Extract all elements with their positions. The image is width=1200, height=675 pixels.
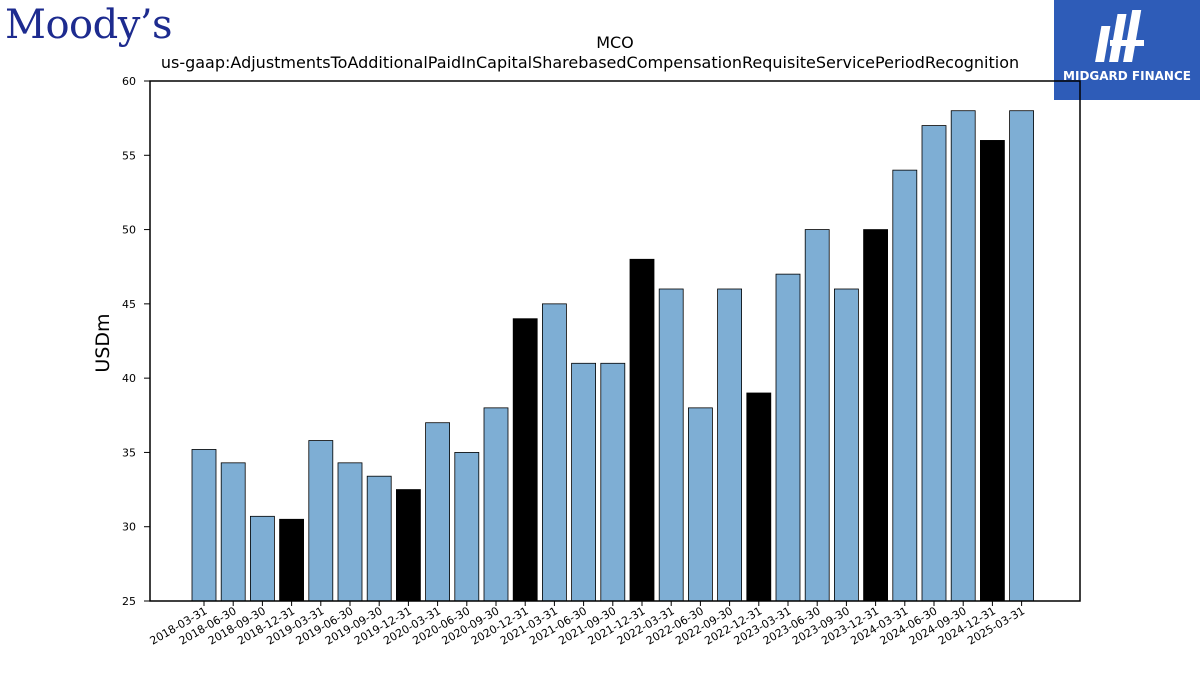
y-tick-label: 30 — [122, 521, 136, 534]
bar-2018-12-31 — [279, 518, 305, 602]
bar-2019-06-30 — [337, 462, 363, 602]
moodys-logo: Moody’s — [5, 2, 173, 48]
bar-2022-12-31 — [746, 392, 772, 602]
bar-2020-03-31 — [425, 422, 451, 602]
bar-2023-12-31 — [863, 229, 888, 602]
bar-2018-03-31 — [191, 449, 217, 602]
y-axis: 25 30 35 40 45 50 55 60 — [122, 75, 150, 608]
bar-2024-12-31 — [980, 140, 1005, 602]
bar-2021-06-30 — [571, 362, 596, 602]
bar-2019-03-31 — [308, 440, 334, 602]
bar-2023-09-30 — [834, 288, 859, 602]
bar-2022-03-31 — [658, 288, 684, 602]
y-tick-label: 60 — [122, 75, 136, 88]
bars-group — [191, 110, 1034, 602]
midgard-finance-watermark: MIDGARD FINANCE — [1054, 0, 1200, 100]
bar-2019-12-31 — [395, 489, 421, 602]
bar-2023-03-31 — [775, 273, 801, 602]
bar-2023-06-30 — [804, 229, 830, 602]
y-tick-label: 25 — [122, 595, 136, 608]
bar-2022-09-30 — [717, 288, 742, 602]
bar-2020-12-31 — [512, 318, 538, 602]
bar-2020-09-30 — [483, 407, 509, 602]
y-tick-label: 35 — [122, 446, 136, 459]
bar-2020-06-30 — [454, 452, 480, 602]
bar-2024-03-31 — [892, 169, 918, 602]
midgard-logo-icon — [1095, 10, 1144, 62]
bar-2021-03-31 — [542, 303, 567, 602]
chart-title: MCO — [596, 33, 634, 52]
bar-2024-06-30 — [921, 125, 947, 602]
bar-2021-09-30 — [600, 362, 626, 602]
bar-2024-09-30 — [950, 110, 976, 602]
bar-2018-09-30 — [249, 515, 275, 602]
x-axis: 2018-03-312018-06-302018-09-302018-12-31… — [148, 601, 1027, 648]
bar-2022-06-30 — [688, 407, 713, 602]
y-tick-label: 45 — [122, 298, 136, 311]
plot-frame — [149, 80, 1081, 602]
bar-2018-06-30 — [220, 462, 246, 602]
y-tick-label: 40 — [122, 372, 136, 385]
chart-subtitle: us-gaap:AdjustmentsToAdditionalPaidInCap… — [161, 53, 1019, 72]
bar-2021-12-31 — [629, 258, 655, 602]
y-tick-label: 50 — [122, 224, 136, 237]
bar-2025-03-31 — [1009, 110, 1034, 602]
y-tick-label: 55 — [122, 149, 136, 162]
y-axis-label: USDm — [92, 313, 114, 372]
bar-2019-09-30 — [366, 475, 392, 602]
watermark-label: MIDGARD FINANCE — [1063, 69, 1191, 83]
